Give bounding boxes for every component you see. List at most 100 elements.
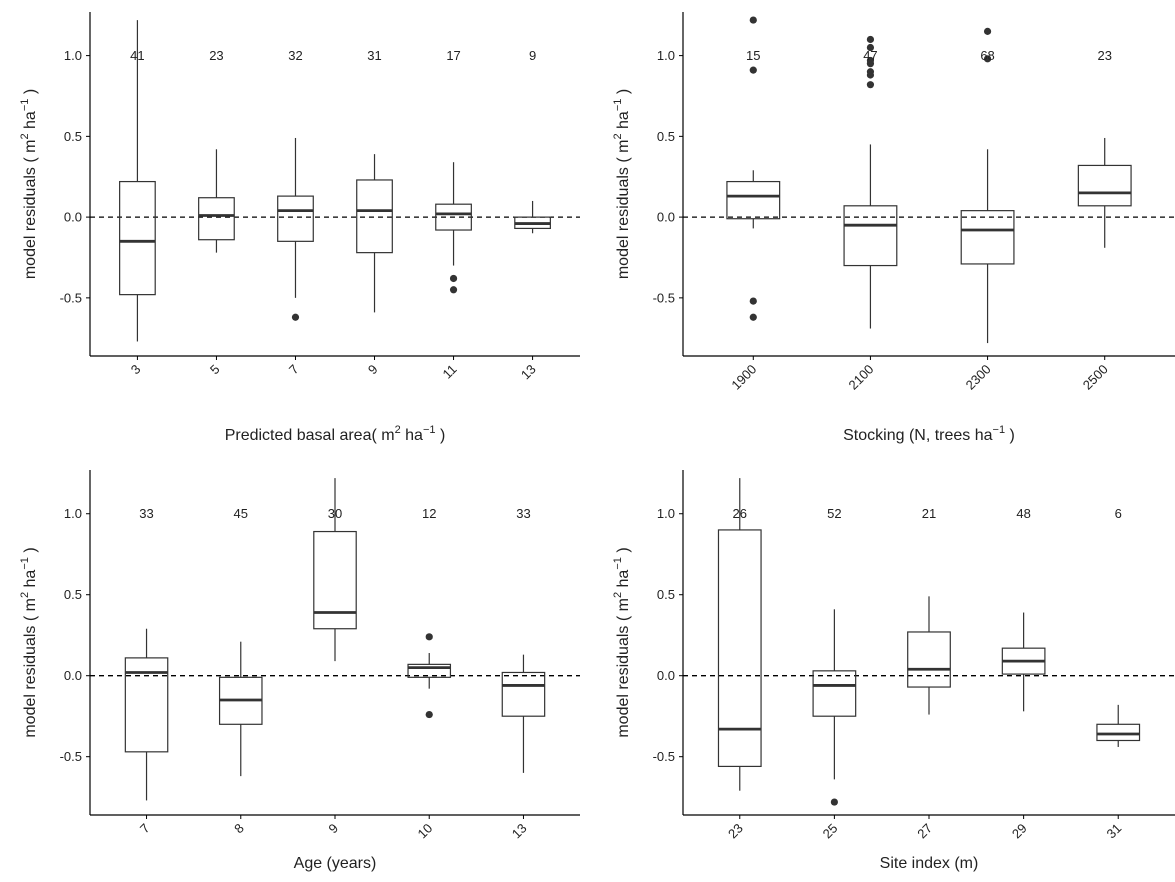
x-label-text: Age (years) — [294, 855, 377, 872]
outlier-point — [425, 633, 433, 641]
panel-1: 41 23 32 31 17 9 -0.5 0.0 0.5 1.0 3 5 7 9 11 13 model re… — [19, 12, 580, 444]
outlier-point — [749, 313, 757, 321]
x-tick-label: 29 — [1009, 821, 1030, 842]
x-tick-label: 2300 — [963, 362, 994, 393]
count-label: 17 — [446, 48, 460, 63]
x-tick-label: 3 — [128, 362, 144, 378]
iqr-box — [717, 529, 762, 768]
count-label: 23 — [209, 48, 223, 63]
x-label-close: ) — [1005, 427, 1015, 444]
box-9 — [313, 478, 357, 662]
box-2100 — [843, 35, 898, 329]
x-tick-label: 7 — [137, 821, 153, 837]
box-7 — [124, 628, 169, 801]
x-tick-label: 7 — [286, 362, 302, 378]
box-3 — [119, 20, 156, 342]
outlier-point — [866, 81, 875, 89]
iqr-box — [960, 210, 1015, 265]
box-25 — [812, 609, 857, 806]
x-tick-label: 5 — [207, 362, 223, 378]
count-label: 45 — [234, 506, 248, 521]
count-label: 32 — [288, 48, 302, 63]
x-tick-label: 27 — [914, 821, 935, 842]
x-axis-label: Stocking (N, trees ha−1 ) — [843, 424, 1015, 444]
x-label-unit: ( m — [371, 427, 394, 444]
y-tick-label: -0.5 — [653, 749, 675, 764]
x-tick-label: 9 — [365, 362, 381, 378]
count-label: 33 — [139, 506, 153, 521]
outlier-point — [866, 43, 875, 52]
y-axis-label: model residuals ( m2 ha−1 ) — [612, 89, 632, 279]
x-tick-label: 2100 — [845, 362, 876, 393]
y-tick-label: 1.0 — [657, 48, 675, 63]
count-label: 6 — [1115, 506, 1122, 521]
x-label-text: Site index (m) — [880, 855, 979, 872]
panel-3: 33 45 30 12 33 -0.5 0.0 0.5 1.0 7 8 9 10 13 model resi… — [19, 470, 580, 872]
y-label-close: ) — [22, 89, 39, 99]
box-2500 — [1077, 137, 1132, 248]
y-label-superscript: −1 — [612, 99, 624, 112]
y-tick-label: -0.5 — [60, 749, 82, 764]
outlier-point — [983, 55, 992, 63]
iqr-box — [119, 180, 156, 296]
x-tick-label: 25 — [820, 821, 841, 842]
x-tick-label: 31 — [1104, 821, 1125, 842]
panel-2: 15 47 68 23 -0.5 0.0 0.5 1.0 1900 2100 2300 2500 mod… — [612, 12, 1175, 444]
y-tick-label: 0.5 — [657, 129, 675, 144]
x-label-superscript: 2 — [395, 424, 401, 436]
box-5 — [198, 149, 235, 253]
count-label: 30 — [328, 506, 342, 521]
x-label-text: Stocking (N, trees ha — [843, 427, 993, 444]
y-label-text: model residuals ( m — [22, 140, 39, 280]
iqr-box — [313, 530, 357, 630]
box-8 — [218, 641, 263, 777]
count-label: 33 — [516, 506, 530, 521]
y-label-superscript: 2 — [612, 592, 624, 598]
x-tick-label: 9 — [325, 821, 341, 837]
y-tick-label: 0.5 — [64, 129, 82, 144]
outlier-point — [866, 60, 875, 68]
iqr-box — [501, 671, 546, 717]
y-tick-label: -0.5 — [653, 290, 675, 305]
y-label-close: ) — [615, 547, 632, 557]
y-label-superscript: −1 — [19, 99, 31, 112]
outlier-point — [425, 710, 433, 719]
x-axis-label: Predicted basal area( m2 ha−1 ) — [225, 424, 446, 444]
box-13 — [514, 200, 551, 234]
y-label-superscript: 2 — [19, 133, 31, 139]
outlier-point — [983, 27, 992, 35]
x-label-unit: ha — [401, 427, 423, 444]
box-11 — [435, 162, 472, 294]
outlier-point — [749, 297, 757, 305]
box-2300 — [960, 27, 1015, 344]
x-label-superscript: −1 — [423, 424, 436, 436]
y-axis-label: model residuals ( m2 ha−1 ) — [19, 89, 39, 279]
y-label-superscript: 2 — [612, 133, 624, 139]
y-label-unit: ha — [615, 570, 632, 592]
x-tick-label: 23 — [725, 821, 746, 842]
box-29 — [1001, 612, 1046, 712]
y-tick-label: 0.0 — [657, 210, 675, 225]
x-axis-label: Age (years) — [294, 855, 377, 872]
count-label: 47 — [863, 48, 877, 63]
iqr-box — [726, 180, 781, 220]
iqr-box — [277, 195, 314, 242]
box-27 — [907, 596, 951, 715]
outlier-point — [749, 66, 757, 74]
outlier-point — [449, 274, 458, 283]
y-label-unit: ha — [615, 111, 632, 133]
iqr-box — [907, 631, 951, 688]
outlier-point — [830, 798, 838, 806]
outlier-point — [866, 71, 875, 79]
box-7 — [277, 137, 314, 321]
outlier-point — [749, 16, 757, 24]
x-tick-label: 13 — [518, 362, 539, 383]
x-tick-label: 10 — [415, 821, 436, 842]
y-tick-label: 1.0 — [657, 506, 675, 521]
x-label-text: Predicted basal area — [225, 427, 372, 444]
y-axis-label: model residuals ( m2 ha−1 ) — [19, 547, 39, 737]
iqr-box — [843, 205, 898, 267]
count-label: 52 — [827, 506, 841, 521]
count-label: 31 — [367, 48, 381, 63]
y-label-text: model residuals ( m — [615, 140, 632, 280]
